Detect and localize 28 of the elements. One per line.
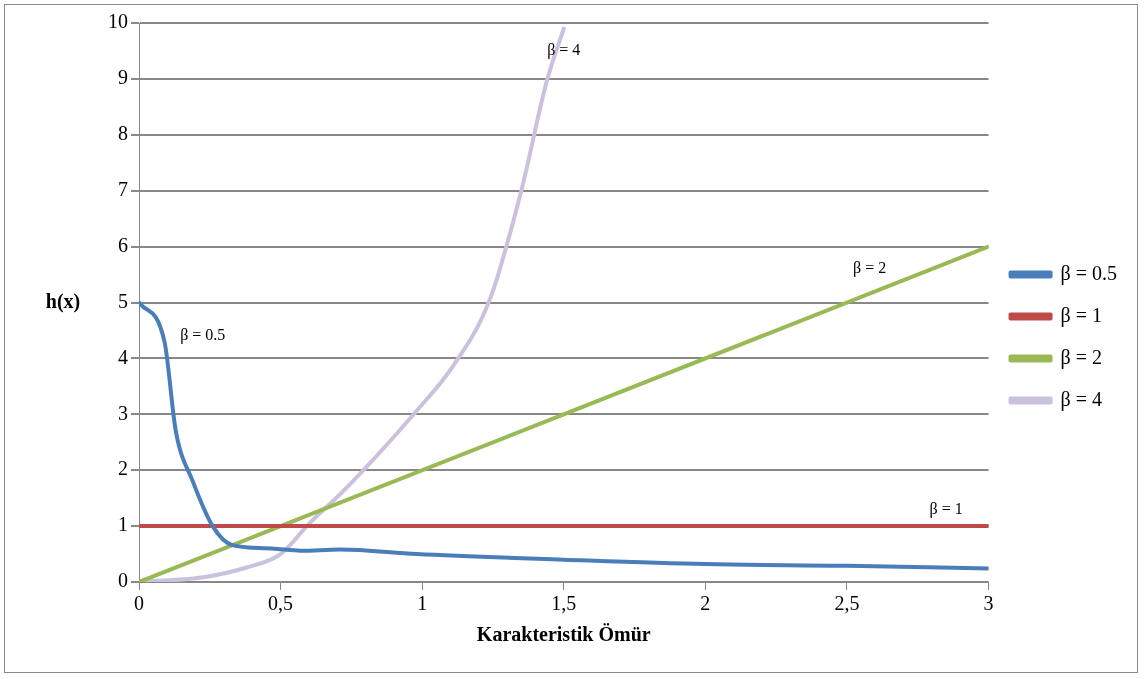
y-axis-title: h(x) bbox=[45, 289, 81, 313]
annotation: β = 4 bbox=[547, 41, 581, 60]
legend-label: β = 4 bbox=[1060, 387, 1103, 411]
y-tick-label: 9 bbox=[118, 66, 128, 89]
x-tick-label: 2,5 bbox=[834, 592, 860, 615]
y-tick-label: 6 bbox=[118, 233, 128, 256]
y-tick-label: 1 bbox=[118, 513, 128, 536]
y-tick-label: 0 bbox=[118, 569, 128, 592]
y-tick-label: 8 bbox=[118, 122, 128, 145]
y-tick-label: 4 bbox=[118, 345, 128, 368]
legend-label: β = 1 bbox=[1060, 303, 1103, 327]
annotation: β = 0.5 bbox=[180, 326, 226, 345]
y-tick-label: 7 bbox=[118, 177, 128, 200]
x-tick-label: 0 bbox=[134, 592, 144, 615]
y-tick-label: 3 bbox=[118, 401, 128, 424]
annotation: β = 2 bbox=[853, 259, 887, 278]
x-tick-label: 0,5 bbox=[268, 592, 294, 615]
y-tick-label: 10 bbox=[108, 10, 128, 33]
x-tick-label: 1,5 bbox=[551, 592, 577, 615]
x-tick-label: 3 bbox=[983, 592, 994, 615]
x-tick-label: 1 bbox=[417, 592, 428, 615]
legend-label: β = 2 bbox=[1060, 345, 1103, 369]
y-tick-label: 5 bbox=[118, 289, 128, 312]
annotation: β = 1 bbox=[929, 499, 963, 518]
x-axis-title: Karakteristik Ömür bbox=[476, 623, 651, 646]
legend-label: β = 0.5 bbox=[1060, 261, 1118, 285]
x-tick-label: 2 bbox=[700, 592, 711, 615]
y-tick-label: 2 bbox=[118, 457, 128, 480]
